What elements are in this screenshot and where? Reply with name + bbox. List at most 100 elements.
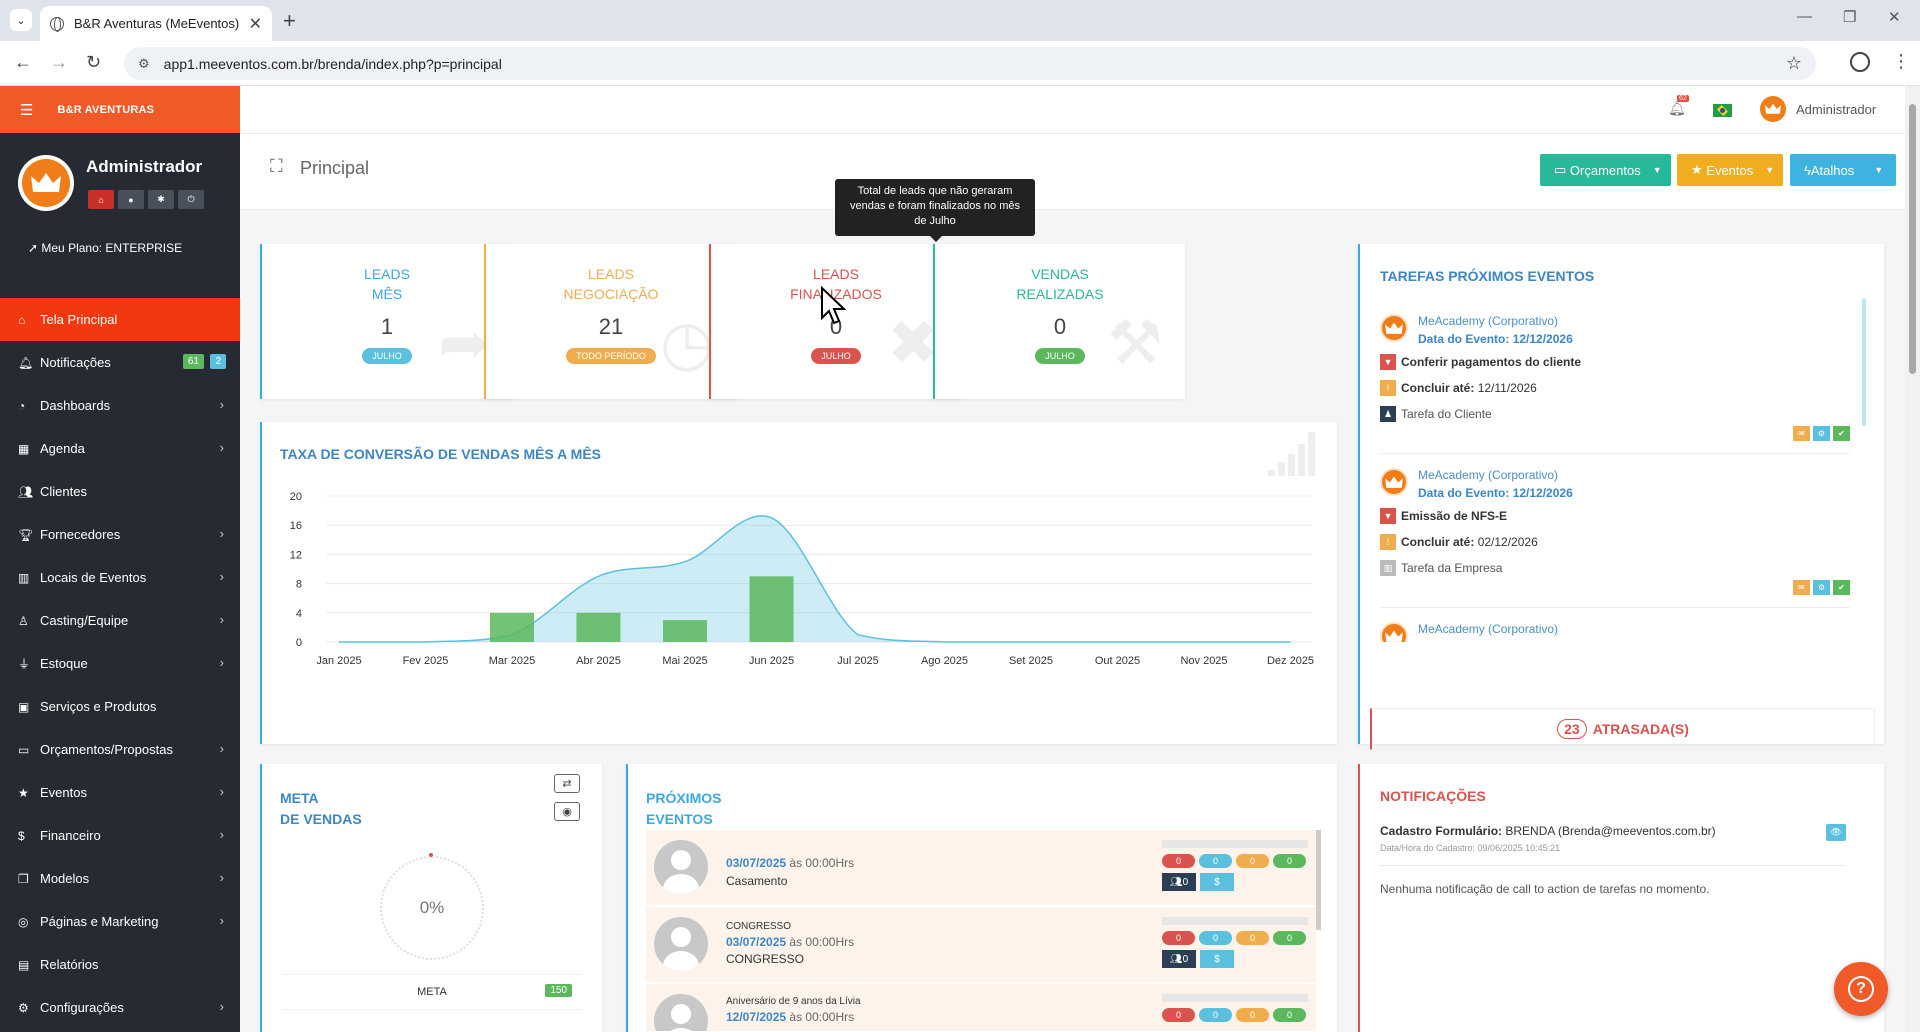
sidebar-item-notificacoes[interactable]: 🔔︎ Notificações 61 2 <box>0 341 240 384</box>
complete-task-button[interactable]: ✔ <box>1833 580 1850 595</box>
menu-toggle-icon[interactable]: ☰ <box>20 101 34 119</box>
caret-down-icon: ▼ <box>1765 165 1775 175</box>
sidebar-item-orcamentos-propostas[interactable]: ▭ Orçamentos/Propostas › <box>0 728 240 771</box>
kpi-card[interactable]: VENDAS REALIZADAS 0 JULHO ⚒ <box>933 244 1185 399</box>
email-task-button[interactable]: ✉ <box>1793 426 1810 441</box>
sidebar-item-casting-equipe[interactable]: ♙ Casting/Equipe › <box>0 599 240 642</box>
address-bar[interactable]: ⚙ app1.meeventos.com.br/brenda/index.php… <box>124 47 1816 80</box>
edit-task-button[interactable]: ⚙ <box>1813 426 1830 441</box>
bookmark-star-icon[interactable]: ☆ <box>1785 53 1802 73</box>
event-row[interactable]: CONGRESSO 03/07/2025 às 00:00Hrs CONGRESSO… <box>646 907 1316 983</box>
sidebar-item-modelos[interactable]: ❐ Modelos › <box>0 857 240 900</box>
event-row[interactable]: 03/07/2025 às 00:00Hrs Casamento 0 0 0 0 👥︎ 0 $ <box>646 830 1316 906</box>
home-button[interactable]: ⌂ <box>88 190 114 209</box>
tasks-scrollbar[interactable] <box>1862 298 1866 426</box>
reload-button[interactable]: ↻ <box>86 52 102 72</box>
orcamentos-button[interactable]: ▭ Orçamentos ▼ <box>1540 154 1671 186</box>
complete-task-button[interactable]: ✔ <box>1833 426 1850 441</box>
event-status-pill[interactable]: 0 <box>1199 854 1232 868</box>
event-status-pill[interactable]: 0 <box>1162 1008 1195 1022</box>
edit-task-button[interactable]: ⚙ <box>1813 580 1830 595</box>
task-company[interactable]: MeAcademy (Corporativo) <box>1418 468 1559 482</box>
page-scrollbar[interactable] <box>1905 86 1920 1032</box>
kpi-card[interactable]: LEADS MÊS 1 JULHO ➦ <box>260 244 512 399</box>
event-row[interactable]: Aniversário de 9 anos da Lívia 12/07/2025… <box>646 984 1316 1032</box>
notifications-bell[interactable]: 🔔︎ 62 <box>1668 95 1689 117</box>
sidebar-item-fornecedores[interactable]: 🏆︎ Fornecedores › <box>0 513 240 556</box>
avatar[interactable] <box>18 155 74 211</box>
tab-search-button[interactable]: ⌄ <box>10 9 32 31</box>
plan-label[interactable]: ➚ Meu Plano: ENTERPRISE <box>28 241 183 255</box>
task-item[interactable]: MeAcademy (Corporativo) <box>1380 622 1850 642</box>
site-info-icon[interactable]: ⚙ <box>138 55 150 71</box>
event-financial-button[interactable]: $ <box>1200 950 1234 968</box>
event-status-pill[interactable]: 0 <box>1199 931 1232 945</box>
event-guests-button[interactable]: 👥︎ 0 <box>1162 950 1196 968</box>
sidebar-item-clientes[interactable]: 👥︎ Clientes <box>0 470 240 513</box>
task-company[interactable]: MeAcademy (Corporativo) <box>1418 314 1559 328</box>
browser-menu-icon[interactable]: ⋮ <box>1892 51 1910 71</box>
back-button[interactable]: ← <box>14 52 32 72</box>
sidebar-item-dashboards[interactable]: ◔ Dashboards › <box>0 384 240 427</box>
event-status-pill[interactable]: 0 <box>1199 1008 1232 1022</box>
overdue-label: ATRASADA(S) <box>1592 721 1689 737</box>
event-status-pill[interactable]: 0 <box>1162 854 1195 868</box>
profile-button[interactable]: ● <box>118 190 144 209</box>
sidebar-item-estoque[interactable]: ⏚ Estoque › <box>0 642 240 685</box>
sidebar-item-eventos[interactable]: ★ Eventos › <box>0 771 240 814</box>
page-scrollbar-thumb[interactable] <box>1909 104 1916 374</box>
profile-icon[interactable] <box>1850 52 1870 72</box>
minimize-button[interactable]: — <box>1797 8 1812 25</box>
header-avatar[interactable] <box>1760 96 1786 122</box>
eventos-button[interactable]: ★ Eventos ▼ <box>1677 154 1783 186</box>
sidebar-item-tela-principal[interactable]: ⌂ Tela Principal <box>0 298 240 341</box>
event-status-pill[interactable]: 0 <box>1236 1008 1269 1022</box>
logout-button[interactable]: ⏻ <box>178 190 204 209</box>
event-guests-button[interactable]: 👥︎ 0 <box>1162 873 1196 891</box>
task-company[interactable]: MeAcademy (Corporativo) <box>1418 622 1559 636</box>
sidebar-item-paginas-e-marketing[interactable]: ◎ Páginas e Marketing › <box>0 900 240 943</box>
bar[interactable] <box>749 576 794 642</box>
close-tab-icon[interactable]: ✕ <box>248 15 262 33</box>
task-item[interactable]: MeAcademy (Corporativo) Data do Evento: 1… <box>1380 468 1850 608</box>
event-status-pill[interactable]: 0 <box>1236 931 1269 945</box>
notif-count: 62 <box>1677 95 1689 102</box>
event-status-pill[interactable]: 0 <box>1273 1008 1306 1022</box>
sidebar-item-label: Locais de Eventos <box>40 570 147 585</box>
target-button[interactable]: ◉ <box>554 802 580 821</box>
close-window-button[interactable]: ✕ <box>1888 9 1901 26</box>
star-icon: ★ <box>1691 162 1707 177</box>
event-status-pill[interactable]: 0 <box>1162 931 1195 945</box>
forward-button[interactable]: → <box>50 52 68 72</box>
sidebar-item-financeiro[interactable]: $ Financeiro › <box>0 814 240 857</box>
sidebar-item-agenda[interactable]: ▦ Agenda › <box>0 427 240 470</box>
sidebar-item-relatorios[interactable]: ▤ Relatórios <box>0 943 240 986</box>
settings-button[interactable]: ✱ <box>148 190 174 209</box>
swap-button[interactable]: ⇄ <box>554 774 580 793</box>
bar[interactable] <box>663 620 707 642</box>
event-status-pill[interactable]: 0 <box>1273 931 1306 945</box>
overdue-tasks-button[interactable]: 23 ATRASADA(S) <box>1370 708 1875 750</box>
bar[interactable] <box>490 612 534 642</box>
brazil-flag-icon[interactable] <box>1713 104 1732 117</box>
event-financial-button[interactable]: $ <box>1200 873 1234 891</box>
email-task-button[interactable]: ✉ <box>1793 580 1810 595</box>
view-notification-button[interactable]: 👁︎ <box>1826 824 1846 841</box>
help-button[interactable]: ? <box>1834 962 1888 1016</box>
atalhos-button[interactable]: ϟ Atalhos ▼ <box>1790 154 1896 186</box>
new-tab-button[interactable]: + <box>283 8 296 33</box>
sidebar-item-configuracoes[interactable]: ⚙ Configurações › <box>0 986 240 1029</box>
crown-icon <box>1385 630 1403 642</box>
browser-tab[interactable]: B&R Aventuras (MeEventos) ✕ <box>40 6 272 41</box>
restore-button[interactable]: ❐ <box>1843 9 1857 26</box>
bar[interactable] <box>576 612 621 642</box>
notification-timestamp: Data/Hora do Cadastro: 09/06/2025 10:45:… <box>1380 843 1561 853</box>
event-status-pill[interactable]: 0 <box>1273 854 1306 868</box>
sidebar-item-locais-de-eventos[interactable]: ▥ Locais de Eventos › <box>0 556 240 599</box>
task-item[interactable]: MeAcademy (Corporativo) Data do Evento: 1… <box>1380 314 1850 454</box>
events-scrollbar[interactable] <box>1316 830 1321 930</box>
kpi-card[interactable]: LEADS NEGOCIAÇÃO 21 TODO PERÍODO ◷ <box>484 244 736 399</box>
event-status-pill[interactable]: 0 <box>1236 854 1269 868</box>
sidebar-item-servicos-e-produtos[interactable]: ▣ Serviços e Produtos <box>0 685 240 728</box>
header-user-name[interactable]: Administrador <box>1796 102 1877 117</box>
